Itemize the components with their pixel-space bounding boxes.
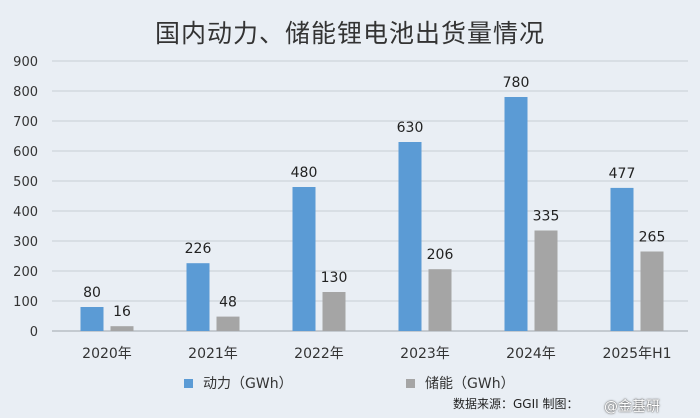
data-label-storage: 48 [219,295,237,311]
data-label-power: 80 [83,285,101,301]
x-tick-label: 2022年 [294,346,344,362]
y-tick-label: 300 [13,235,38,250]
y-tick-label: 0 [30,325,38,340]
data-label-storage: 130 [321,270,348,286]
data-label-power: 480 [291,165,318,181]
data-label-storage: 206 [427,247,454,263]
legend-swatch-power [184,378,193,388]
legend-swatch-storage [406,378,415,388]
bar-storage [640,251,664,331]
y-tick-label: 400 [13,205,38,220]
legend-label-storage: 储能（GWh） [425,376,515,392]
x-tick-label: 2023年 [400,346,450,362]
y-tick-label: 700 [13,115,38,130]
data-label-power: 477 [609,166,636,182]
legend-label-power: 动力（GWh） [203,376,293,392]
chart-title: 国内动力、储能锂电池出货量情况 [154,19,545,48]
x-tick-label: 2025年H1 [602,346,671,362]
data-label-storage: 335 [533,209,560,225]
bar-power [80,307,104,331]
y-tick-label: 100 [13,295,38,310]
bar-power [186,263,210,331]
x-tick-label: 2020年 [82,346,132,362]
data-label-power: 226 [185,241,212,257]
data-label-storage: 265 [639,230,666,246]
bar-storage [428,269,452,331]
bar-power [610,187,634,331]
y-tick-label: 200 [13,265,38,280]
bar-storage [110,326,134,331]
source-note: 数据来源：GGII 制图： [453,397,579,411]
legend-item-storage: 储能（GWh） [406,373,515,393]
data-label-power: 780 [503,75,530,91]
bar-storage [216,316,240,331]
bar-power [504,97,528,331]
bar-power [292,187,316,331]
y-tick-label: 900 [13,55,38,70]
x-tick-label: 2021年 [188,346,238,362]
watermark: @金基研 [604,399,660,415]
data-label-power: 630 [397,120,424,136]
bar-storage [322,292,346,331]
bar-storage [534,230,558,331]
y-tick-label: 800 [13,85,38,100]
legend-item-power: 动力（GWh） [184,373,293,393]
bar-power [398,142,422,331]
data-label-storage: 16 [113,304,131,320]
y-tick-label: 600 [13,145,38,160]
y-tick-label: 500 [13,175,38,190]
x-tick-label: 2024年 [506,346,556,362]
